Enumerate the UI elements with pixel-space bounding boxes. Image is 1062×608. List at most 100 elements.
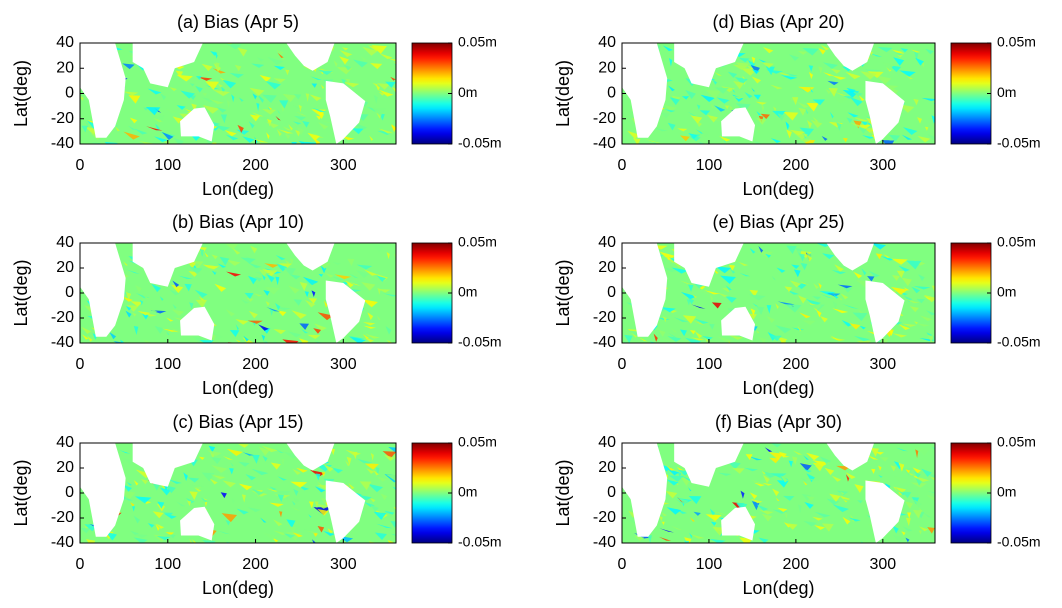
field-patch <box>663 104 677 112</box>
land <box>80 43 126 138</box>
field-patch <box>921 97 935 102</box>
field-patch <box>898 265 910 272</box>
field-patch <box>904 298 920 304</box>
field-patch <box>906 260 922 270</box>
field-patch <box>315 503 330 509</box>
field-patch <box>898 324 910 330</box>
field-patch <box>265 80 281 90</box>
field-patch <box>214 50 218 59</box>
field-patch <box>376 315 381 321</box>
x-tick-label: 200 <box>783 356 810 373</box>
field-patch <box>370 243 385 252</box>
field-patch <box>729 267 736 274</box>
field-patch <box>751 474 766 483</box>
field-patch <box>780 475 789 483</box>
field-patch <box>259 269 268 277</box>
field-patch <box>123 261 128 266</box>
field-patch <box>202 92 207 97</box>
field-patch <box>388 446 396 453</box>
field-patch <box>363 322 376 326</box>
field-patch <box>131 312 137 317</box>
field-patch <box>761 103 765 112</box>
field-patch <box>225 520 231 526</box>
field-patch <box>353 122 367 132</box>
field-patch <box>853 120 862 129</box>
field-patch <box>263 290 270 296</box>
field-patch <box>714 105 726 112</box>
field-patch <box>386 251 390 260</box>
field-patch <box>205 81 220 90</box>
field-patch <box>758 537 769 543</box>
field-patch <box>295 519 299 525</box>
field-patch <box>812 460 830 467</box>
field-patch <box>234 82 241 87</box>
field-patch <box>824 467 835 475</box>
field-patch <box>878 474 883 478</box>
field-patch <box>253 293 263 297</box>
field-patch <box>269 486 277 491</box>
field-patch <box>391 124 396 133</box>
field-patch <box>746 86 755 92</box>
field-patch <box>125 306 132 311</box>
field-patch <box>927 134 935 141</box>
field-patch <box>667 85 675 92</box>
panel: (c) Bias (Apr 15)0 100 200 30040200-20-40Lo… <box>11 412 502 598</box>
field-patch <box>292 532 303 538</box>
x-tick-label: 0 <box>76 157 85 174</box>
field-patch <box>862 135 875 139</box>
field-patch <box>892 275 900 281</box>
field-patch <box>836 122 842 131</box>
field-patch <box>280 104 285 112</box>
field-patch <box>932 335 935 343</box>
colorbar <box>950 442 992 544</box>
field-patch <box>916 298 926 304</box>
field-patch <box>275 449 284 454</box>
field-patch <box>757 251 773 258</box>
field-patch <box>80 527 91 534</box>
field-patch <box>772 509 788 514</box>
field-patch <box>866 454 879 460</box>
land <box>826 443 875 471</box>
field-patch <box>783 111 799 121</box>
colorbar-tick-label: 0m <box>997 84 1016 100</box>
field-patch <box>822 62 838 69</box>
field-patch <box>842 304 859 309</box>
field-patch <box>256 103 260 112</box>
field-patch <box>141 312 157 317</box>
field-patch <box>921 468 932 477</box>
field-patch <box>347 258 355 267</box>
field-patch <box>659 111 671 119</box>
field-patch <box>343 82 360 88</box>
panel: (a) Bias (Apr 5)0 100 200 30040200-20-40Lon… <box>11 12 502 199</box>
field-patch <box>176 74 193 82</box>
field-patch <box>789 97 794 101</box>
field-patch <box>913 475 919 480</box>
field-patch <box>812 462 825 472</box>
field-patch <box>931 447 935 449</box>
y-tick-label: 20 <box>598 459 616 476</box>
field-patch <box>766 305 772 314</box>
field-patch <box>882 84 899 90</box>
x-tick-label: 0 <box>76 556 85 573</box>
field-patch <box>928 490 935 494</box>
field-patch <box>232 248 241 255</box>
field-patch <box>364 333 380 339</box>
field-patch <box>769 457 781 464</box>
field-patch <box>292 121 302 125</box>
field-patch <box>279 100 289 109</box>
field-patch <box>219 77 226 81</box>
field-patch <box>820 293 835 299</box>
field-patch <box>229 73 244 79</box>
field-patch <box>732 95 744 100</box>
field-patch <box>243 335 249 342</box>
field-patch <box>819 456 832 465</box>
field-patch <box>176 105 186 110</box>
field-patch <box>296 467 308 473</box>
field-patch <box>826 498 840 506</box>
field-patch <box>842 89 860 98</box>
field-patch <box>312 132 324 138</box>
field-patch <box>264 287 280 295</box>
field-patch <box>128 95 141 104</box>
field-patch <box>123 91 139 96</box>
field-patch <box>688 132 698 140</box>
